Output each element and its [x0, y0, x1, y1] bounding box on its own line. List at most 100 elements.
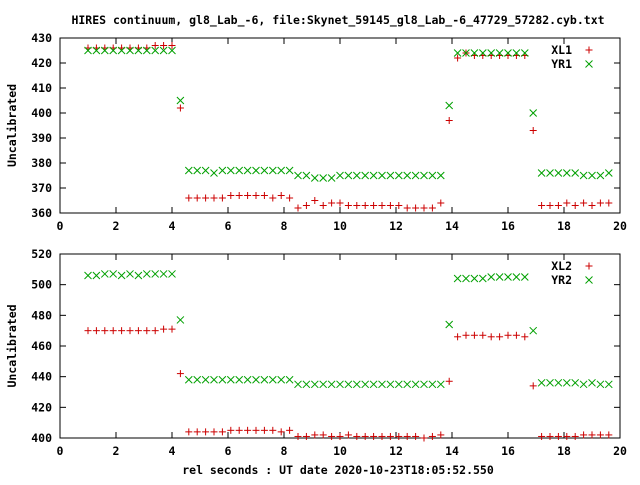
data-point-cross	[411, 380, 420, 389]
data-point-cross	[445, 320, 454, 329]
data-point-cross	[470, 274, 479, 283]
data-point-cross	[361, 171, 370, 180]
data-point-cross	[453, 49, 462, 57]
data-point-plus	[546, 202, 554, 209]
data-point-cross	[504, 49, 512, 57]
data-point-cross	[193, 166, 202, 175]
data-point-plus	[445, 377, 453, 385]
data-point-plus	[277, 192, 285, 199]
data-point-plus	[328, 199, 336, 207]
data-point-cross	[327, 174, 336, 182]
x-tick-label: 4	[169, 444, 176, 458]
data-point-cross	[226, 375, 235, 384]
data-point-plus	[286, 426, 294, 434]
data-point-plus	[588, 431, 596, 439]
data-point-plus	[529, 127, 537, 134]
data-point-plus	[118, 327, 126, 335]
data-point-cross	[92, 271, 101, 280]
data-point-plus	[244, 192, 252, 199]
data-point-plus	[294, 432, 302, 440]
data-point-plus	[302, 202, 310, 209]
x-tick-label: 12	[389, 219, 403, 233]
data-point-cross	[386, 380, 395, 389]
data-point-cross	[546, 378, 554, 387]
data-point-plus	[260, 426, 268, 434]
data-point-plus	[294, 204, 302, 212]
data-point-cross	[604, 380, 613, 389]
data-point-plus	[403, 432, 411, 440]
data-point-cross	[529, 109, 538, 117]
y-tick-label: 440	[31, 370, 52, 384]
data-point-plus	[454, 54, 462, 62]
x-tick-label: 20	[613, 219, 627, 233]
data-point-plus	[185, 428, 193, 436]
data-point-cross	[420, 171, 428, 180]
data-point-cross	[596, 380, 605, 389]
data-point-plus	[538, 432, 546, 440]
data-point-cross	[109, 46, 118, 55]
data-point-plus	[529, 382, 537, 390]
x-tick-label: 18	[557, 444, 571, 458]
y-tick-label: 430	[31, 31, 52, 45]
data-point-plus	[193, 428, 201, 436]
y-tick-label: 420	[31, 56, 52, 70]
data-point-cross	[336, 171, 344, 180]
x-tick-label: 0	[57, 444, 64, 458]
data-point-cross	[84, 271, 92, 280]
data-point-cross	[436, 171, 445, 180]
data-point-cross	[201, 375, 210, 384]
y-tick-label: 380	[31, 156, 52, 170]
data-point-cross	[478, 49, 487, 57]
data-point-cross	[554, 378, 563, 387]
x-tick-label: 14	[445, 444, 459, 458]
data-point-cross	[512, 273, 521, 281]
data-point-cross	[420, 380, 428, 389]
data-point-plus	[252, 426, 260, 434]
data-point-cross	[252, 166, 260, 175]
data-point-plus	[244, 426, 252, 434]
data-point-plus	[428, 432, 436, 440]
data-point-plus	[496, 333, 504, 341]
data-point-cross	[554, 169, 563, 177]
data-point-cross	[159, 46, 168, 55]
data-point-cross	[588, 171, 596, 180]
data-point-cross	[193, 375, 202, 384]
data-point-cross	[310, 380, 319, 389]
data-point-plus	[176, 370, 184, 378]
data-point-plus	[151, 327, 159, 335]
data-point-cross	[361, 380, 370, 389]
data-point-plus	[160, 42, 168, 49]
data-point-plus	[378, 432, 386, 440]
data-point-plus	[580, 199, 588, 207]
data-point-cross	[310, 174, 319, 182]
data-point-cross	[470, 49, 479, 57]
data-point-plus	[176, 104, 184, 112]
data-point-cross	[159, 270, 168, 278]
data-point-plus	[395, 432, 403, 440]
data-point-cross	[537, 169, 546, 177]
data-point-cross	[134, 46, 143, 55]
data-point-plus	[412, 432, 420, 440]
x-tick-label: 8	[281, 219, 288, 233]
data-point-plus	[605, 199, 613, 207]
data-point-plus	[353, 202, 361, 209]
data-point-cross	[319, 380, 328, 389]
data-point-plus	[202, 428, 210, 436]
data-point-cross	[562, 378, 571, 387]
data-point-cross	[378, 171, 386, 180]
data-point-plus	[336, 432, 344, 440]
data-point-plus	[462, 331, 470, 339]
data-point-cross	[344, 171, 353, 180]
legend-label: XL1	[551, 43, 572, 57]
data-point-plus	[286, 194, 294, 202]
x-tick-label: 10	[333, 219, 347, 233]
data-point-cross	[134, 271, 143, 280]
x-tick-label: 8	[281, 444, 288, 458]
data-point-plus	[210, 428, 218, 436]
data-point-plus	[311, 197, 319, 204]
y-axis-label: Uncalibrated	[5, 84, 19, 167]
y-tick-label: 420	[31, 400, 52, 414]
x-tick-label: 18	[557, 219, 571, 233]
data-point-plus	[454, 333, 462, 341]
data-point-cross	[604, 169, 613, 177]
